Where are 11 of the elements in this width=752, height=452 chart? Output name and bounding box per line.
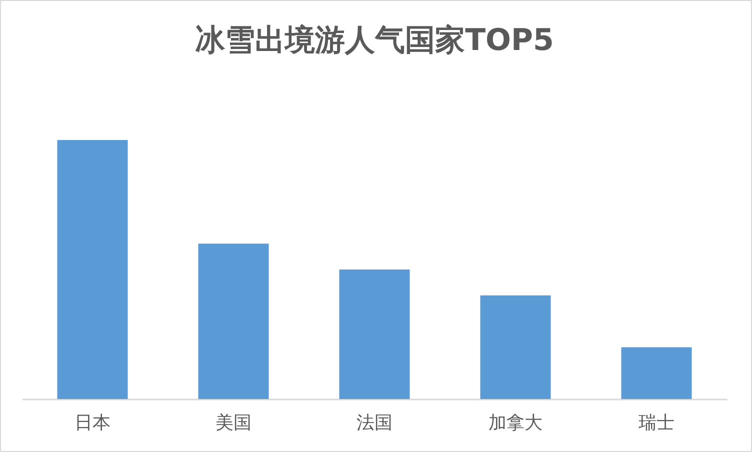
bar [480,295,551,399]
x-tick-label: 法国 [356,412,392,434]
x-tick-label: 加拿大 [488,412,542,434]
x-tick-label: 瑞士 [638,412,674,434]
bar [198,244,269,399]
bar [339,270,410,399]
bar [57,140,128,399]
bar [621,347,692,399]
chart-title: 冰雪出境游人气国家TOP5 [195,23,554,58]
x-tick-label: 美国 [216,412,252,434]
x-tick-label: 日本 [74,412,110,434]
